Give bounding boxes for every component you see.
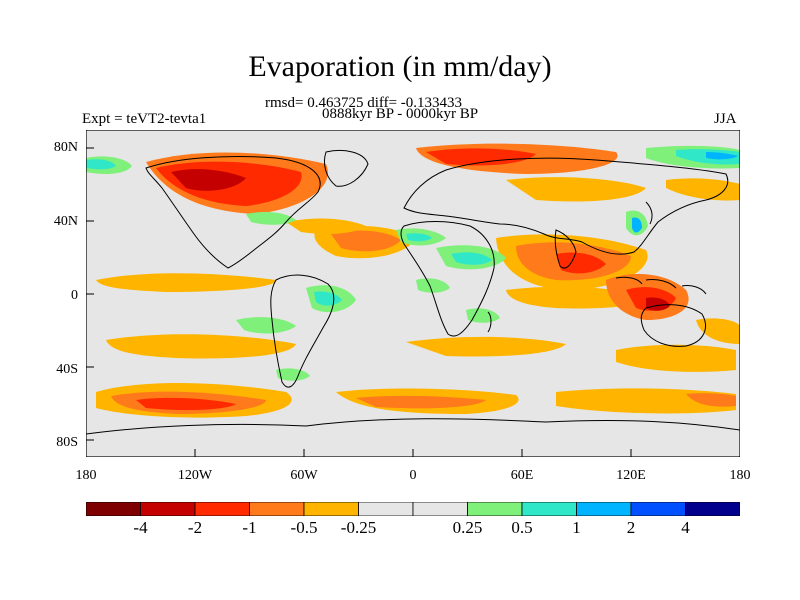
colorbar-swatch: [140, 502, 196, 516]
colorbar-label: -1: [242, 518, 257, 537]
stats-subtitle: rmsd= 0.463725 diff= -0.133433: [265, 95, 463, 111]
map-title: Evaporation (in mm/day): [248, 50, 552, 83]
colorbar-swatch: [86, 502, 141, 516]
coastline-india: [554, 229, 577, 269]
coastline-africa: [400, 221, 495, 337]
period-subtitle: 0888kyr BP - 0000kyr BP: [322, 106, 479, 122]
colorbar-swatch: [358, 502, 414, 516]
colorbar-swatch: [194, 502, 250, 516]
map-ticks: [86, 147, 632, 457]
x-tick-label: 120W: [177, 468, 213, 483]
y-tick-label: 80S: [56, 435, 78, 450]
anomaly-region: [96, 273, 276, 292]
colorbar-label: -0.25: [340, 518, 377, 537]
anomaly-region: [666, 178, 740, 201]
anomaly-region: [86, 159, 116, 170]
x-tick-label: 0: [409, 468, 417, 483]
season-label: JJA: [714, 111, 737, 127]
anomaly-region: [416, 278, 450, 293]
colorbar-label: -4: [133, 518, 148, 537]
anomaly-region: [616, 344, 736, 372]
x-tick-label: 60E: [510, 468, 534, 483]
anomaly-region: [136, 397, 236, 411]
anomaly-region: [406, 233, 432, 242]
anomaly-region: [236, 317, 296, 334]
x-tick-label: 60W: [290, 468, 318, 483]
colorbar-swatch: [303, 502, 359, 516]
colorbar-label: 0.25: [452, 518, 483, 537]
colorbar: [86, 502, 740, 516]
coastline-australia: [640, 304, 706, 347]
colorbar-swatch: [685, 502, 740, 516]
colorbar-swatch: [249, 502, 305, 516]
coastline-japan: [645, 201, 653, 225]
y-tick-label: 40N: [53, 214, 78, 229]
y-tick-label: 40S: [56, 362, 78, 377]
anomaly-region: [706, 152, 738, 160]
anomaly-region: [426, 148, 536, 166]
y-tick-label: 80N: [53, 140, 78, 155]
evaporation-map: [86, 130, 740, 457]
anomaly-region: [556, 252, 606, 274]
anomaly-region: [356, 395, 486, 409]
colorbar-label: -2: [187, 518, 203, 537]
coastline-greenland: [323, 150, 369, 187]
colorbar-label: -0.5: [290, 518, 318, 537]
colorbar-swatch: [521, 502, 577, 516]
anomaly-region: [276, 368, 310, 381]
experiment-label: Expt = teVT2-tevta1: [82, 111, 207, 127]
coastlines: [86, 150, 740, 435]
colorbar-label: 4: [681, 518, 690, 537]
coastline-europe-asia: [403, 157, 729, 255]
anomaly-region: [286, 218, 366, 234]
colorbar-label: 2: [626, 518, 636, 537]
anomaly-region: [314, 291, 342, 306]
anomaly-region: [406, 336, 566, 357]
anomaly-region: [646, 297, 670, 311]
coastline-maritime-continent: [615, 276, 707, 295]
coastline-north-america: [145, 155, 321, 269]
anomaly-region: [246, 212, 296, 225]
anomaly-region: [686, 393, 736, 407]
anomaly-region: [632, 217, 642, 233]
anomaly-region: [331, 230, 401, 252]
coastline-antarctica: [86, 418, 740, 435]
anomaly-region: [106, 334, 296, 359]
x-tick-label: 180: [75, 468, 97, 483]
colorbar-label: 0.5: [511, 518, 533, 537]
anomaly-region: [466, 308, 500, 323]
colorbar-swatch: [467, 502, 523, 516]
coastline-south-america: [270, 274, 335, 388]
coastline-madagascar: [487, 311, 492, 333]
colorbar-swatch: [412, 502, 468, 516]
anomaly-region: [171, 169, 246, 191]
anomaly-region: [696, 318, 740, 344]
x-tick-label: 180: [729, 468, 751, 483]
anomaly-region: [506, 177, 646, 202]
colorbar-swatch: [576, 502, 632, 516]
y-tick-label: 0: [71, 288, 78, 303]
anomaly-region: [451, 252, 492, 265]
x-tick-label: 120E: [616, 468, 646, 483]
colorbar-label: 1: [572, 518, 581, 537]
colorbar-swatch: [630, 502, 686, 516]
